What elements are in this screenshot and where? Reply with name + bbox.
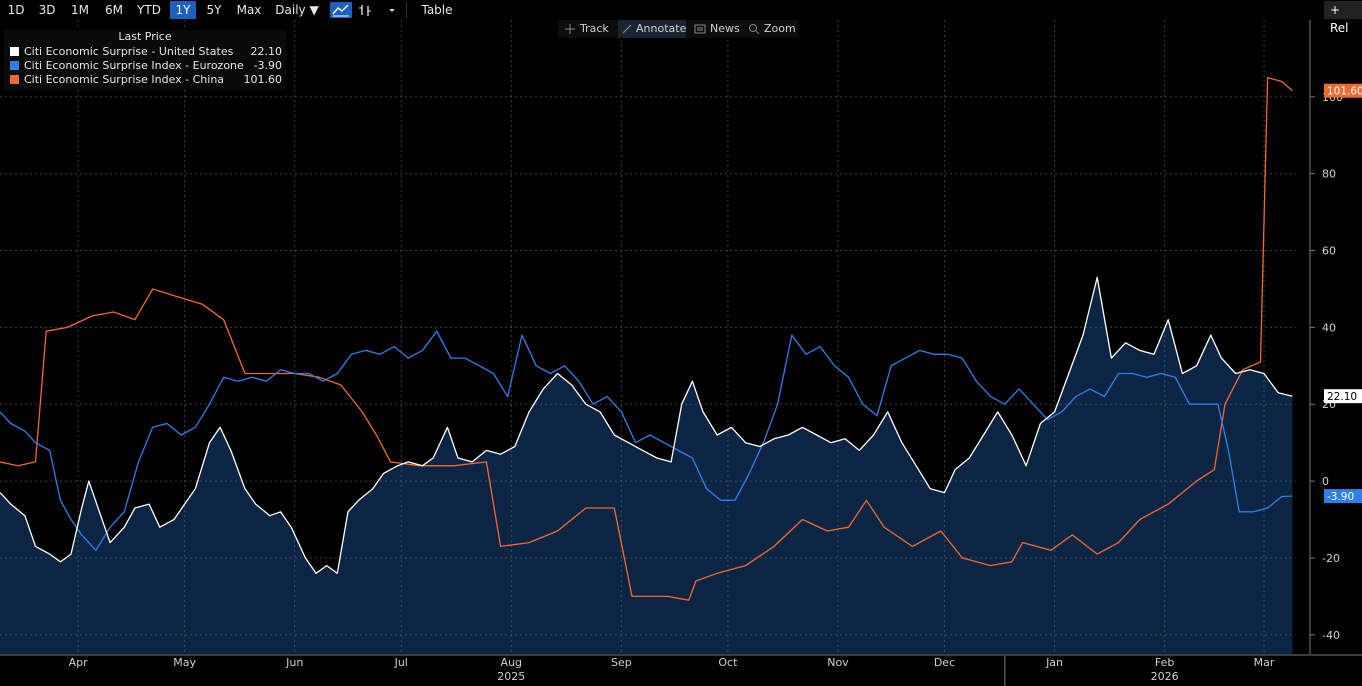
y-tick-label: 60	[1322, 245, 1336, 258]
legend-row-china[interactable]: Citi Economic Surprise Index - China 101…	[10, 73, 282, 87]
legend-swatch-us	[10, 47, 19, 56]
range-6m-button[interactable]: 6M	[105, 3, 123, 17]
line-chart-icon[interactable]	[330, 2, 352, 18]
x-tick-label: Jul	[394, 656, 408, 669]
y-tick-label: -40	[1322, 629, 1340, 642]
rel-button[interactable]: + Rel	[1324, 1, 1362, 35]
x-tick-label: Feb	[1155, 656, 1174, 669]
last-value-label-0: 22.10	[1327, 391, 1357, 403]
zoom-label: Zoom	[764, 22, 796, 35]
x-year-label: 2025	[497, 670, 525, 683]
x-tick-label: May	[173, 656, 196, 669]
range-1m-button[interactable]: 1M	[71, 3, 89, 17]
zoom-tool[interactable]: Zoom	[746, 20, 796, 38]
x-tick-label: Jun	[285, 656, 303, 669]
track-tool[interactable]: Track	[562, 20, 616, 38]
news-tool[interactable]: News	[692, 20, 742, 38]
series-line-1[interactable]	[0, 330, 1293, 551]
last-value-tag-0	[1324, 389, 1362, 404]
crosshair-icon	[565, 24, 575, 34]
toolbar-divider	[406, 2, 407, 18]
annotate-label: Annotate	[636, 22, 687, 35]
annotate-tool[interactable]: Annotate	[618, 20, 686, 38]
news-icon	[694, 24, 706, 34]
series-line-2[interactable]	[0, 76, 1293, 601]
x-tick-label: Nov	[827, 656, 849, 669]
news-label: News	[710, 22, 740, 35]
x-tick-label: Oct	[718, 656, 738, 669]
frequency-dropdown[interactable]: Daily ▼	[275, 3, 319, 17]
toolbar: 1D 3D 1M 6M YTD 1Y 5Y Max Daily ▼ Table …	[0, 0, 1362, 35]
table-button[interactable]: Table	[421, 3, 453, 17]
last-value-label-2: 101.60	[1327, 86, 1362, 98]
x-tick-label: Aug	[501, 656, 522, 669]
x-tick-label: Jan	[1045, 656, 1063, 669]
chevron-down-icon[interactable]	[384, 2, 400, 18]
legend-value-us: 22.10	[250, 45, 283, 58]
magnifier-icon	[749, 24, 760, 35]
y-tick-label: -20	[1322, 552, 1340, 565]
last-value-label-1: -3.90	[1327, 491, 1354, 503]
last-value-tag-1	[1324, 489, 1362, 504]
legend-value-eurozone: -3.90	[253, 59, 282, 72]
series-line-0[interactable]	[0, 276, 1293, 574]
y-tick-label: 80	[1322, 168, 1336, 181]
legend-row-us[interactable]: Citi Economic Surprise - United States 2…	[10, 45, 282, 59]
legend: Last Price Citi Economic Surprise - Unit…	[4, 30, 286, 90]
bar-chart-icon[interactable]	[356, 2, 376, 18]
y-tick-label: 40	[1322, 321, 1336, 334]
legend-swatch-eurozone	[10, 61, 19, 70]
x-tick-label: Sep	[611, 656, 632, 669]
x-year-label: 2026	[1151, 670, 1179, 683]
range-1d-button[interactable]: 1D	[7, 3, 25, 17]
legend-name-us: Citi Economic Surprise - United States	[24, 45, 234, 58]
legend-name-china: Citi Economic Surprise Index - China	[24, 73, 225, 86]
y-tick-label: 0	[1322, 475, 1329, 488]
x-tick-label: Apr	[69, 656, 89, 669]
legend-swatch-china	[10, 75, 19, 84]
x-tick-label: Dec	[934, 656, 955, 669]
legend-header: Last Price	[118, 30, 172, 43]
pencil-icon	[622, 24, 632, 34]
range-max-button[interactable]: Max	[236, 3, 262, 17]
legend-value-china: 101.60	[243, 73, 283, 86]
chart-tools-bar: Track Annotate News Zoom	[558, 20, 799, 38]
range-1y-button[interactable]: 1Y	[170, 1, 196, 19]
range-3d-button[interactable]: 3D	[38, 3, 56, 17]
legend-row-eurozone[interactable]: Citi Economic Surprise Index - Eurozone …	[10, 59, 282, 73]
x-tick-label: Mar	[1254, 656, 1275, 669]
range-ytd-button[interactable]: YTD	[137, 3, 161, 17]
last-value-tag-2	[1324, 83, 1362, 98]
range-5y-button[interactable]: 5Y	[206, 3, 222, 17]
track-label: Track	[580, 22, 609, 35]
legend-name-eurozone: Citi Economic Surprise Index - Eurozone	[24, 59, 244, 72]
